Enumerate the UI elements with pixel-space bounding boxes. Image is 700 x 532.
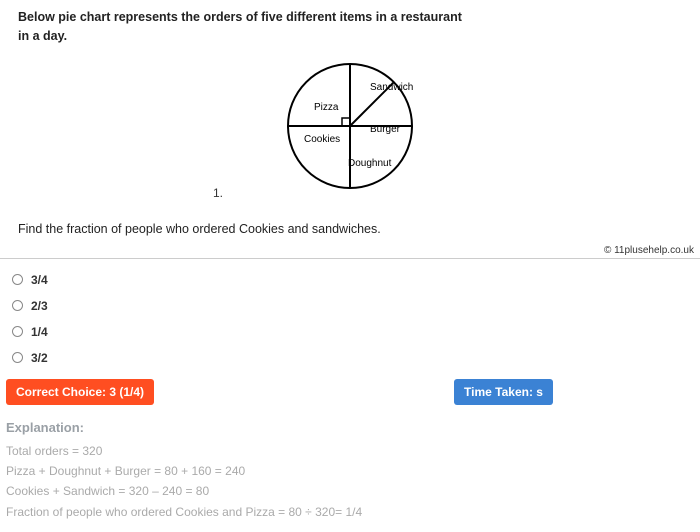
answer-label: 1/4	[31, 325, 48, 339]
radio-icon[interactable]	[12, 326, 23, 337]
answer-option[interactable]: 3/4	[12, 267, 688, 293]
answer-list: 3/4 2/3 1/4 3/2	[0, 259, 700, 375]
radio-icon[interactable]	[12, 352, 23, 363]
explanation-line: Total orders = 320	[6, 441, 694, 461]
answer-label: 2/3	[31, 299, 48, 313]
copyright-text: © 11plusehelp.co.uk	[604, 245, 694, 256]
answer-option[interactable]: 3/2	[12, 345, 688, 371]
answer-label: 3/2	[31, 351, 48, 365]
answer-option[interactable]: 2/3	[12, 293, 688, 319]
explanation-title: Explanation:	[6, 417, 694, 439]
question-panel: Below pie chart represents the orders of…	[0, 0, 700, 259]
answer-option[interactable]: 1/4	[12, 319, 688, 345]
pie-chart-container: PizzaSandwichBurgerDoughnutCookies 1.	[18, 54, 682, 204]
explanation-block: Explanation: Total orders = 320 Pizza + …	[0, 415, 700, 532]
radio-icon[interactable]	[12, 300, 23, 311]
answer-label: 3/4	[31, 273, 48, 287]
svg-text:Doughnut: Doughnut	[348, 158, 392, 169]
question-title-line2: in a day.	[18, 29, 67, 43]
svg-text:Pizza: Pizza	[314, 102, 339, 113]
question-title: Below pie chart represents the orders of…	[18, 8, 682, 46]
question-prompt: Find the fraction of people who ordered …	[18, 222, 682, 236]
radio-icon[interactable]	[12, 274, 23, 285]
time-taken-badge: Time Taken: s	[454, 379, 553, 405]
result-badges: Correct Choice: 3 (1/4) Time Taken: s	[0, 375, 700, 415]
question-number: 1.	[213, 186, 223, 200]
correct-choice-badge: Correct Choice: 3 (1/4)	[6, 379, 154, 405]
pie-chart: PizzaSandwichBurgerDoughnutCookies	[250, 54, 450, 199]
explanation-line: Pizza + Doughnut + Burger = 80 + 160 = 2…	[6, 461, 694, 481]
explanation-line: Cookies + Sandwich = 320 – 240 = 80	[6, 481, 694, 501]
svg-text:Cookies: Cookies	[304, 134, 340, 145]
question-title-line1: Below pie chart represents the orders of…	[18, 10, 462, 24]
explanation-line: Fraction of people who ordered Cookies a…	[6, 502, 694, 522]
